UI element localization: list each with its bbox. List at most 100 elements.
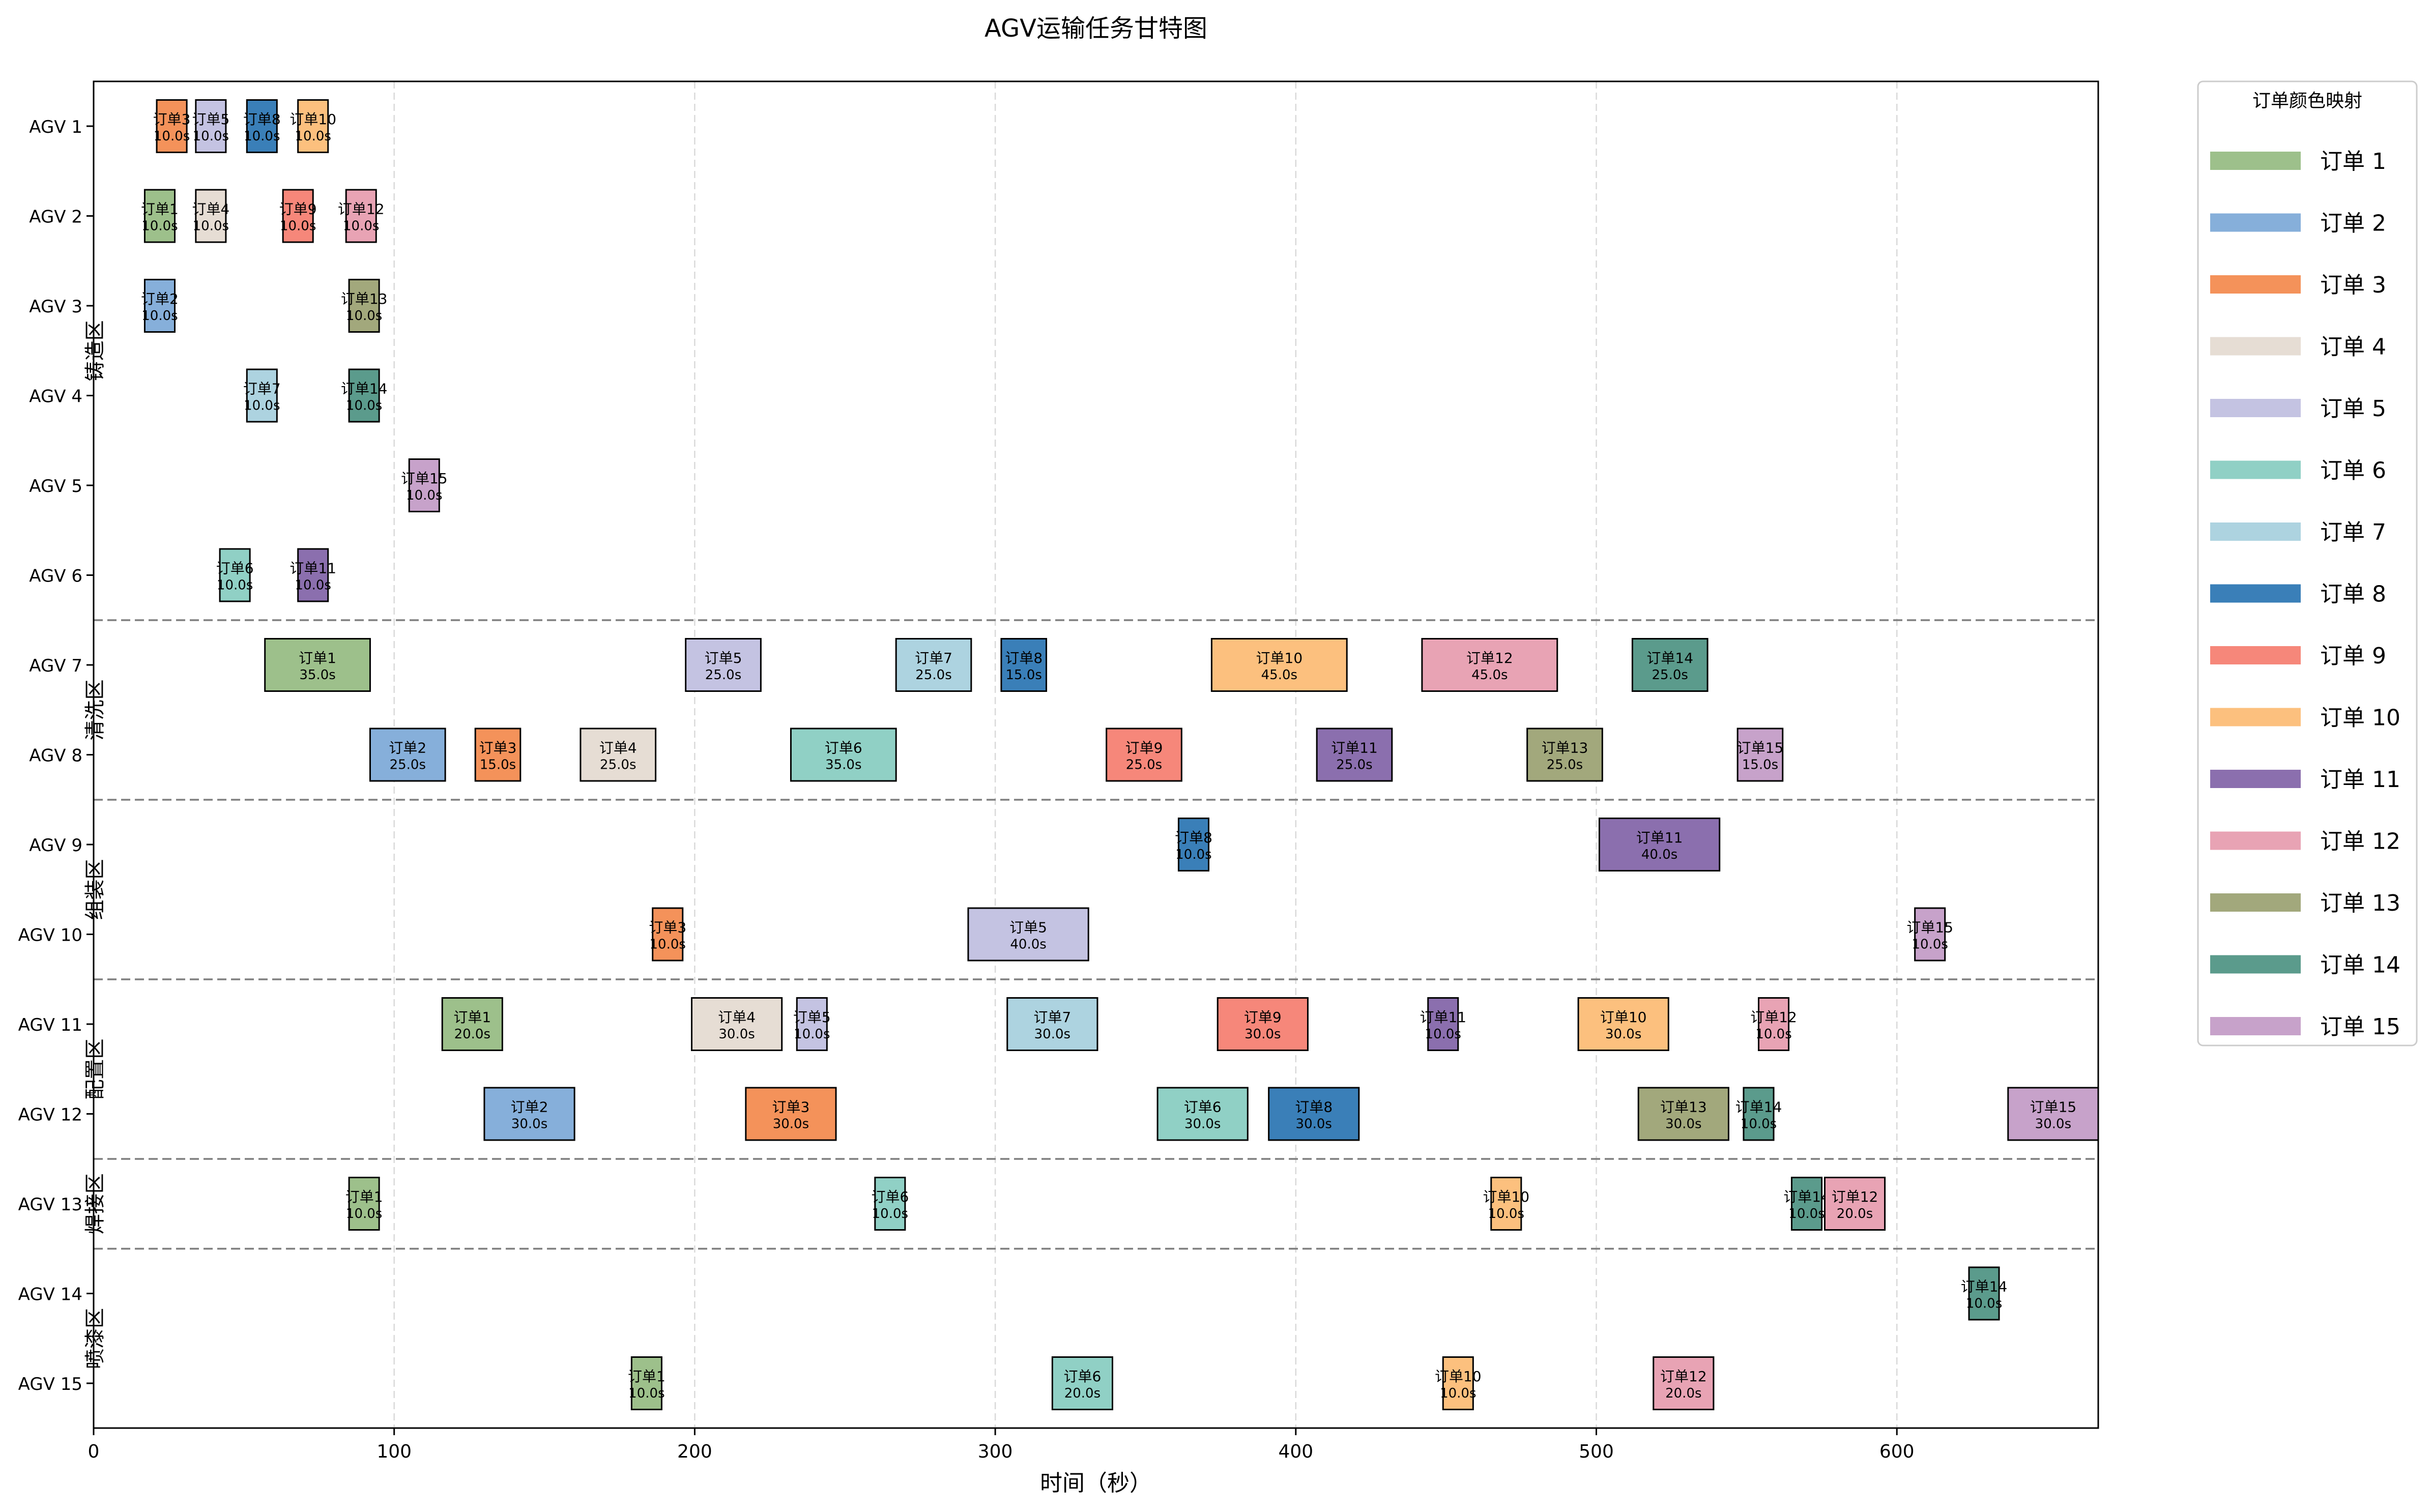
legend-entry: 订单 14 [2210, 952, 2400, 978]
y-tick-label: AGV 14 [18, 1285, 82, 1305]
task-bar-order-label: 订单11 [1420, 1009, 1466, 1026]
y-tick-label: AGV 1 [29, 117, 82, 137]
y-tick-label: AGV 2 [29, 207, 82, 227]
task-bar-rect [796, 997, 828, 1051]
task-bar-rect [1316, 728, 1393, 782]
task-bar-duration-label: 30.0s [1244, 1027, 1281, 1042]
task-bar-duration-label: 10.0s [244, 398, 280, 414]
task-bar-order-label: 订单15 [2030, 1099, 2077, 1116]
task-bar-duration-label: 20.0s [1064, 1386, 1101, 1401]
task-bar-duration-label: 10.0s [346, 1206, 382, 1222]
task-bar-rect [195, 99, 227, 153]
task-bar-order-label: 订单7 [1033, 1009, 1071, 1026]
legend-entry: 订单 2 [2210, 211, 2386, 237]
task-bar-rect [1427, 997, 1459, 1051]
task-bar-order-label: 订单4 [718, 1009, 756, 1026]
legend-label: 订单 7 [2320, 519, 2386, 545]
task-bar-duration-label: 25.0s [705, 667, 741, 683]
task-bar-order-label: 订单10 [1435, 1368, 1482, 1385]
task-bar-order-label: 订单7 [243, 381, 281, 397]
task-bar-order-label: 订单5 [192, 111, 229, 128]
task-bar-order-label: 订单10 [289, 111, 336, 128]
task-bar-order-label: 订单5 [1009, 919, 1047, 936]
task-bar-order-label: 订单13 [341, 290, 388, 307]
task-bar-order-label: 订单6 [216, 560, 254, 577]
task-bar-duration-label: 35.0s [825, 758, 861, 773]
task-bars: 订单310.0s订单510.0s订单810.0s订单1010.0s订单110.0… [141, 99, 2099, 1410]
task-bar-rect [348, 368, 380, 423]
task-bar-rect [1914, 907, 1946, 962]
legend-swatch [2210, 275, 2301, 294]
task-bar-rect [1156, 1087, 1249, 1141]
task-bar-duration-label: 25.0s [1652, 667, 1688, 683]
task-bar-duration-label: 40.0s [1641, 847, 1677, 862]
task-bar-rect [1421, 638, 1558, 692]
legend-entry: 订单 3 [2210, 272, 2386, 298]
task-bar-duration-label: 10.0s [244, 129, 280, 144]
legend-entry: 订单 7 [2210, 519, 2386, 545]
zone-label: 组装区 [83, 859, 107, 920]
zone-label: 喷漆区 [83, 1308, 107, 1369]
task-bar-duration-label: 10.0s [343, 219, 379, 234]
chart-title: AGV运输任务甘特图 [985, 14, 1207, 43]
legend-label: 订单 5 [2320, 396, 2386, 422]
task-bar-order-label: 订单5 [793, 1009, 831, 1026]
task-bar-duration-label: 10.0s [650, 937, 686, 952]
task-bar-rect [1006, 997, 1098, 1051]
task-bar-rect [408, 458, 440, 512]
task-bar-duration-label: 10.0s [872, 1206, 908, 1222]
task-bar-order-label: 订单1 [141, 201, 179, 218]
task-bar-rect [195, 189, 227, 243]
task-bar-duration-label: 40.0s [1010, 937, 1046, 952]
task-bar-rect [874, 1177, 906, 1231]
x-tick-label: 400 [1278, 1441, 1313, 1462]
task-bar-rect [1177, 818, 1210, 871]
task-bar-rect [345, 189, 377, 243]
x-axis-ticks: 0 100 200 300 400 500 600 [88, 1428, 1915, 1462]
task-bar-rect [652, 907, 684, 962]
task-bar-duration-label: 10.0s [346, 308, 382, 324]
zone-separators [94, 619, 2098, 1250]
task-bar-rect [297, 548, 329, 602]
legend-swatch [2210, 893, 2301, 912]
task-bar-rect [246, 99, 278, 153]
legend-label: 订单 12 [2320, 829, 2400, 855]
task-bar-order-label: 订单10 [1600, 1009, 1647, 1026]
legend-swatch [2210, 152, 2301, 170]
task-bar-duration-label: 15.0s [1006, 667, 1042, 683]
task-bar-rect [1823, 1177, 1886, 1231]
task-bar-order-label: 订单11 [289, 560, 336, 577]
task-bar-duration-label: 15.0s [1742, 758, 1778, 773]
task-bar-duration-label: 45.0s [1471, 667, 1508, 683]
legend-label: 订单 13 [2320, 890, 2400, 916]
task-bar-duration-label: 25.0s [1547, 758, 1583, 773]
legend-swatch [2210, 831, 2301, 850]
task-bar-duration-label: 20.0s [1665, 1386, 1701, 1401]
zone-label: 配置区 [83, 1039, 107, 1100]
task-bar-rect [1743, 1087, 1775, 1141]
y-tick-label: AGV 10 [18, 925, 82, 946]
task-bar-order-label: 订单1 [299, 650, 336, 666]
task-bar-rect [369, 728, 446, 782]
